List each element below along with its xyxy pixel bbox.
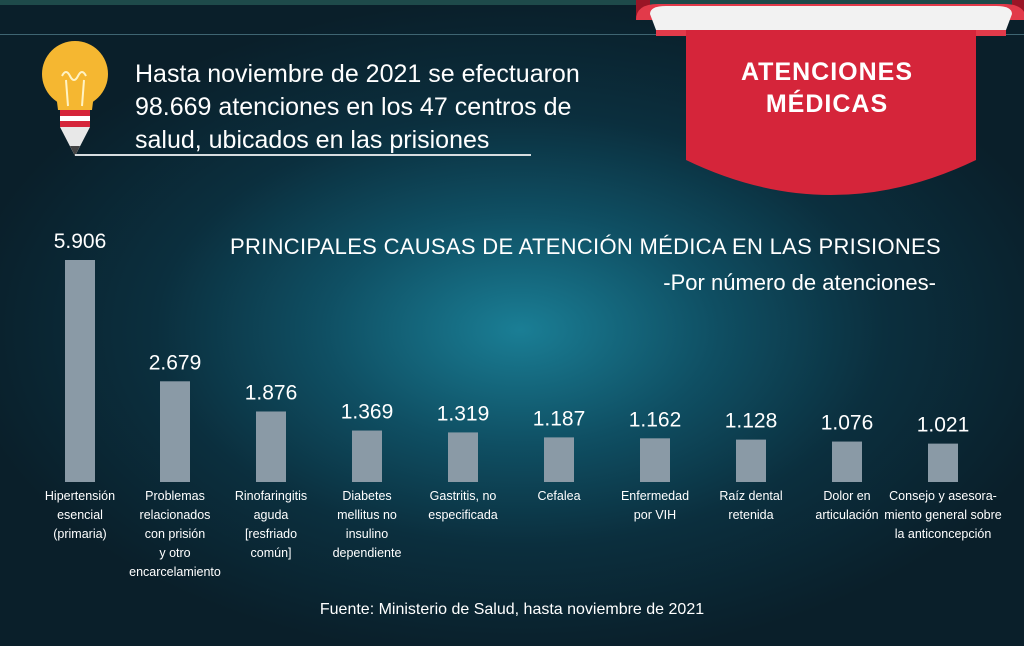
- top-divider: [0, 34, 1024, 35]
- value-label-3: 1.369: [341, 401, 394, 424]
- ribbon-title-line2: MÉDICAS: [765, 90, 889, 118]
- bar-7: [736, 439, 766, 482]
- ribbon-banner: [636, 0, 1024, 195]
- value-label-7: 1.128: [725, 410, 778, 433]
- category-label-9: Consejo y asesora-miento general sobre la…: [884, 489, 1001, 541]
- intro-text: Hasta noviembre de 2021 se efectuaron 98…: [135, 60, 580, 154]
- value-label-0: 5.906: [54, 230, 107, 253]
- bar-8: [832, 441, 862, 482]
- category-label-4: Gastritis, no especificada: [428, 489, 498, 522]
- value-label-6: 1.162: [629, 408, 682, 431]
- value-label-2: 1.876: [245, 381, 298, 404]
- category-label-8: Dolor en articulación: [815, 489, 878, 522]
- bar-9: [928, 443, 958, 482]
- bar-3: [352, 430, 382, 482]
- category-label-5: Cefalea: [537, 489, 580, 503]
- chart-title: PRINCIPALES CAUSAS DE ATENCIÓN MÉDICA EN…: [230, 234, 942, 259]
- value-label-4: 1.319: [437, 402, 490, 425]
- value-label-1: 2.679: [149, 351, 202, 374]
- bar-5: [544, 437, 574, 482]
- value-label-9: 1.021: [917, 414, 970, 437]
- category-label-3: Diabetes mellitus no insulino dependiente: [333, 489, 402, 560]
- top-bar: [0, 0, 1024, 5]
- category-label-6: Enfermedad por VIH: [621, 489, 689, 522]
- bar-0: [65, 260, 95, 482]
- ribbon-title: ATENCIONES MÉDICAS: [684, 56, 970, 120]
- intro-underline: [75, 154, 531, 156]
- value-label-5: 1.187: [533, 407, 586, 430]
- category-label-0: Hipertensión esencial (primaria): [45, 489, 115, 541]
- ribbon-title-line1: ATENCIONES: [740, 58, 914, 86]
- value-label-8: 1.076: [821, 412, 874, 435]
- category-label-2: Rinofaringitis aguda [resfriado común]: [235, 489, 307, 560]
- bar-6: [640, 438, 670, 482]
- lightbulb-icon: [42, 41, 108, 156]
- category-label-1: Problemas relacionados con prisión y otro en…: [129, 489, 221, 579]
- bar-2: [256, 411, 286, 482]
- chart-subtitle: -Por número de atenciones-: [663, 270, 936, 295]
- bar-4: [448, 432, 478, 482]
- category-label-7: Raíz dental retenida: [719, 489, 782, 522]
- source-note: Fuente: Ministerio de Salud, hasta novie…: [319, 601, 705, 618]
- bar-1: [160, 381, 190, 482]
